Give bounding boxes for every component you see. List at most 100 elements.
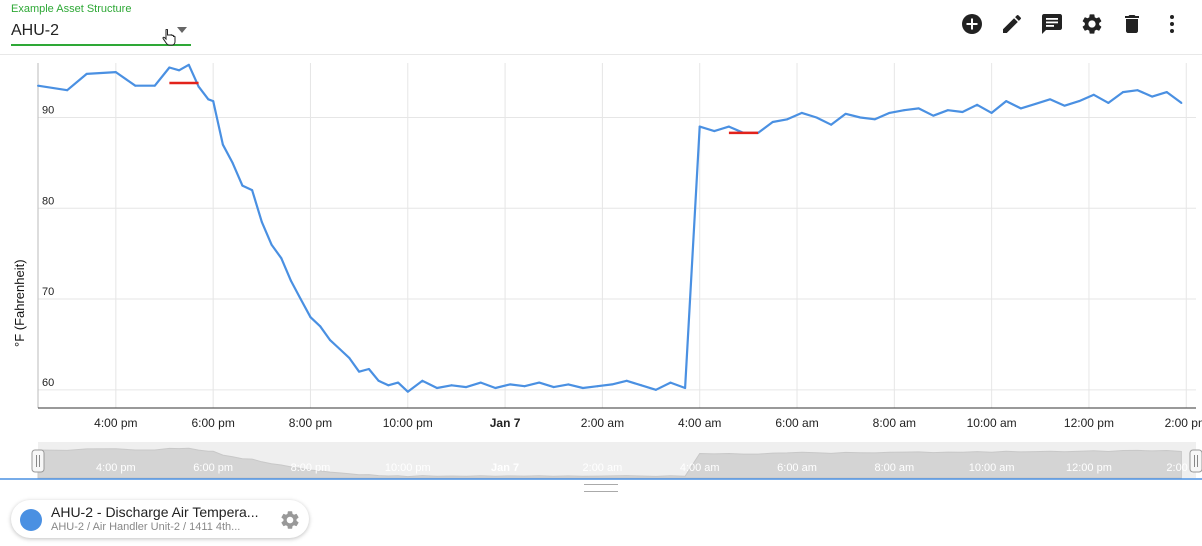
toolbar <box>960 12 1184 36</box>
data-point <box>479 381 482 384</box>
data-point <box>494 387 497 390</box>
add-button[interactable] <box>960 12 984 36</box>
navigator-tick-label: 12:00 pm <box>1066 462 1112 474</box>
navigator-tick-label: 4:00 pm <box>96 462 136 474</box>
resize-grip[interactable] <box>584 484 618 492</box>
data-point <box>771 121 774 124</box>
data-point <box>903 109 906 112</box>
x-tick-label: Jan 7 <box>490 416 521 430</box>
data-point <box>435 387 438 390</box>
edit-button[interactable] <box>1000 12 1024 36</box>
data-point <box>1063 104 1066 107</box>
data-point <box>207 98 210 101</box>
data-point <box>358 370 361 373</box>
comment-button[interactable] <box>1040 12 1064 36</box>
data-point <box>976 103 979 106</box>
data-point <box>596 385 599 388</box>
navigator-right-handle[interactable] <box>1189 449 1202 473</box>
data-point <box>221 143 224 146</box>
data-point <box>319 325 322 328</box>
navigator-tick-label: Jan 7 <box>491 462 519 474</box>
data-point <box>917 107 920 110</box>
data-point <box>197 85 200 88</box>
data-point <box>465 386 468 389</box>
data-point <box>1034 102 1037 105</box>
data-point <box>859 116 862 119</box>
data-point <box>168 66 171 69</box>
add-circle-icon <box>962 14 982 34</box>
delete-button[interactable] <box>1120 12 1144 36</box>
more-menu-button[interactable] <box>1160 12 1184 36</box>
data-point <box>241 184 244 187</box>
data-point <box>1005 100 1008 103</box>
data-point <box>1092 93 1095 96</box>
data-point <box>640 384 643 387</box>
data-point <box>299 298 302 301</box>
navigator-chart[interactable]: 4:00 pm 6:00 pm 8:00 pm 10:00 pm Jan 7 2:00 a… <box>0 440 1202 490</box>
data-point <box>377 379 380 382</box>
data-point <box>888 111 891 114</box>
data-point <box>800 111 803 114</box>
top-bar: Example Asset Structure AHU-2 <box>0 0 1202 55</box>
data-point <box>1165 91 1168 94</box>
navigator-tick-label: 10:00 am <box>969 462 1015 474</box>
data-point <box>932 114 935 117</box>
navigator-area <box>37 447 1182 479</box>
data-point <box>1107 101 1110 104</box>
data-point <box>280 257 283 260</box>
hand-cursor-icon <box>162 29 176 46</box>
data-point <box>251 189 254 192</box>
series-settings-gear-icon[interactable] <box>279 509 301 531</box>
navigator-tick-label: 6:00 pm <box>193 462 233 474</box>
more-vert-icon <box>1170 15 1174 33</box>
data-point <box>178 69 181 72</box>
navigator-tick-label: 10:00 pm <box>385 462 431 474</box>
line-chart[interactable]: 4:00 pm 6:00 pm 8:00 pm 10:00 pm Jan 7 2:00 a… <box>0 55 1202 440</box>
data-point <box>270 243 273 246</box>
comment-icon <box>1042 14 1062 34</box>
asset-select-value: AHU-2 <box>11 22 60 39</box>
data-point <box>815 116 818 119</box>
series-subtitle: AHU-2 / Air Handler Unit-2 / 1411 4th... <box>51 521 241 533</box>
range-navigator[interactable]: 4:00 pm 6:00 pm 8:00 pm 10:00 pm Jan 7 2:00 a… <box>0 440 1202 490</box>
data-point <box>260 220 263 223</box>
data-point <box>654 388 657 391</box>
data-point <box>328 338 331 341</box>
data-point <box>538 381 541 384</box>
data-point <box>581 387 584 390</box>
x-tick-label: 4:00 am <box>678 416 721 430</box>
data-point <box>873 118 876 121</box>
series-color-dot[interactable] <box>20 509 42 531</box>
series-legend-chip[interactable]: AHU-2 - Discharge Air Tempera... AHU-2 /… <box>11 500 309 538</box>
y-axis-title: °F (Fahrenheit) <box>12 259 27 347</box>
settings-button[interactable] <box>1080 12 1104 36</box>
y-tick-label: 70 <box>42 286 54 298</box>
data-point <box>1122 91 1125 94</box>
data-point <box>552 386 555 389</box>
data-point <box>37 84 39 87</box>
navigator-tick-label: 2:00 am <box>583 462 623 474</box>
caret-down-icon[interactable] <box>177 27 187 33</box>
data-point <box>387 384 390 387</box>
chart-area[interactable]: 4:00 pm 6:00 pm 8:00 pm 10:00 pm Jan 7 2:00 a… <box>0 55 1202 440</box>
asset-structure-label: Example Asset Structure <box>11 3 132 15</box>
data-point <box>187 63 190 66</box>
data-point <box>508 383 511 386</box>
navigator-left-handle[interactable] <box>31 449 45 473</box>
data-point <box>727 125 730 128</box>
data-point <box>844 112 847 115</box>
data-point <box>1151 95 1154 98</box>
data-point <box>309 316 312 319</box>
data-point <box>367 367 370 370</box>
data-point <box>990 111 993 114</box>
data-point <box>406 390 409 393</box>
asset-select[interactable]: AHU-2 <box>11 18 191 46</box>
data-point <box>523 385 526 388</box>
data-point <box>290 279 293 282</box>
x-tick-label: 2:00 pm <box>1165 416 1202 430</box>
data-point <box>611 383 614 386</box>
data-point <box>684 387 687 390</box>
pencil-icon <box>1003 14 1021 33</box>
data-point <box>830 123 833 126</box>
navigator-tick-label: 8:00 am <box>874 462 914 474</box>
